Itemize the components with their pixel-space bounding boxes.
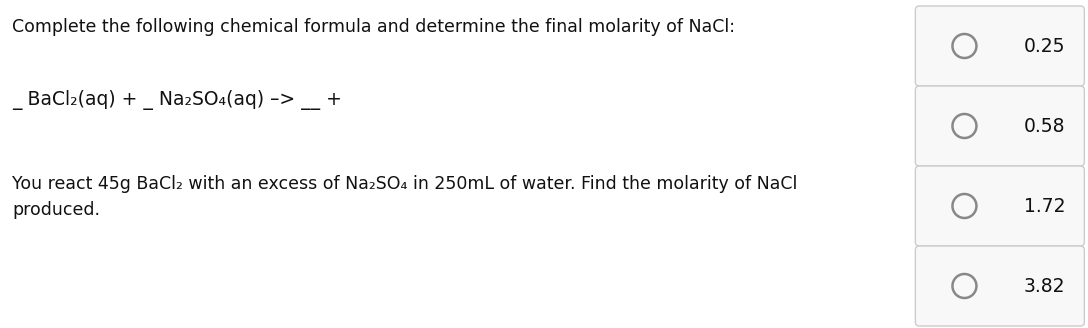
FancyBboxPatch shape (915, 6, 1085, 86)
Text: 0.25: 0.25 (1024, 36, 1065, 55)
FancyBboxPatch shape (915, 246, 1085, 326)
Text: Complete the following chemical formula and determine the final molarity of NaCl: Complete the following chemical formula … (12, 18, 735, 36)
Text: 0.58: 0.58 (1024, 116, 1065, 135)
Text: You react 45g BaCl₂ with an excess of Na₂SO₄ in 250mL of water. Find the molarit: You react 45g BaCl₂ with an excess of Na… (12, 175, 798, 193)
Text: 3.82: 3.82 (1024, 277, 1065, 296)
Text: 1.72: 1.72 (1024, 196, 1065, 215)
Text: produced.: produced. (12, 201, 100, 219)
FancyBboxPatch shape (915, 86, 1085, 166)
Text: _ BaCl₂(aq) + _ Na₂SO₄(aq) –> __ +: _ BaCl₂(aq) + _ Na₂SO₄(aq) –> __ + (12, 90, 372, 110)
FancyBboxPatch shape (915, 166, 1085, 246)
